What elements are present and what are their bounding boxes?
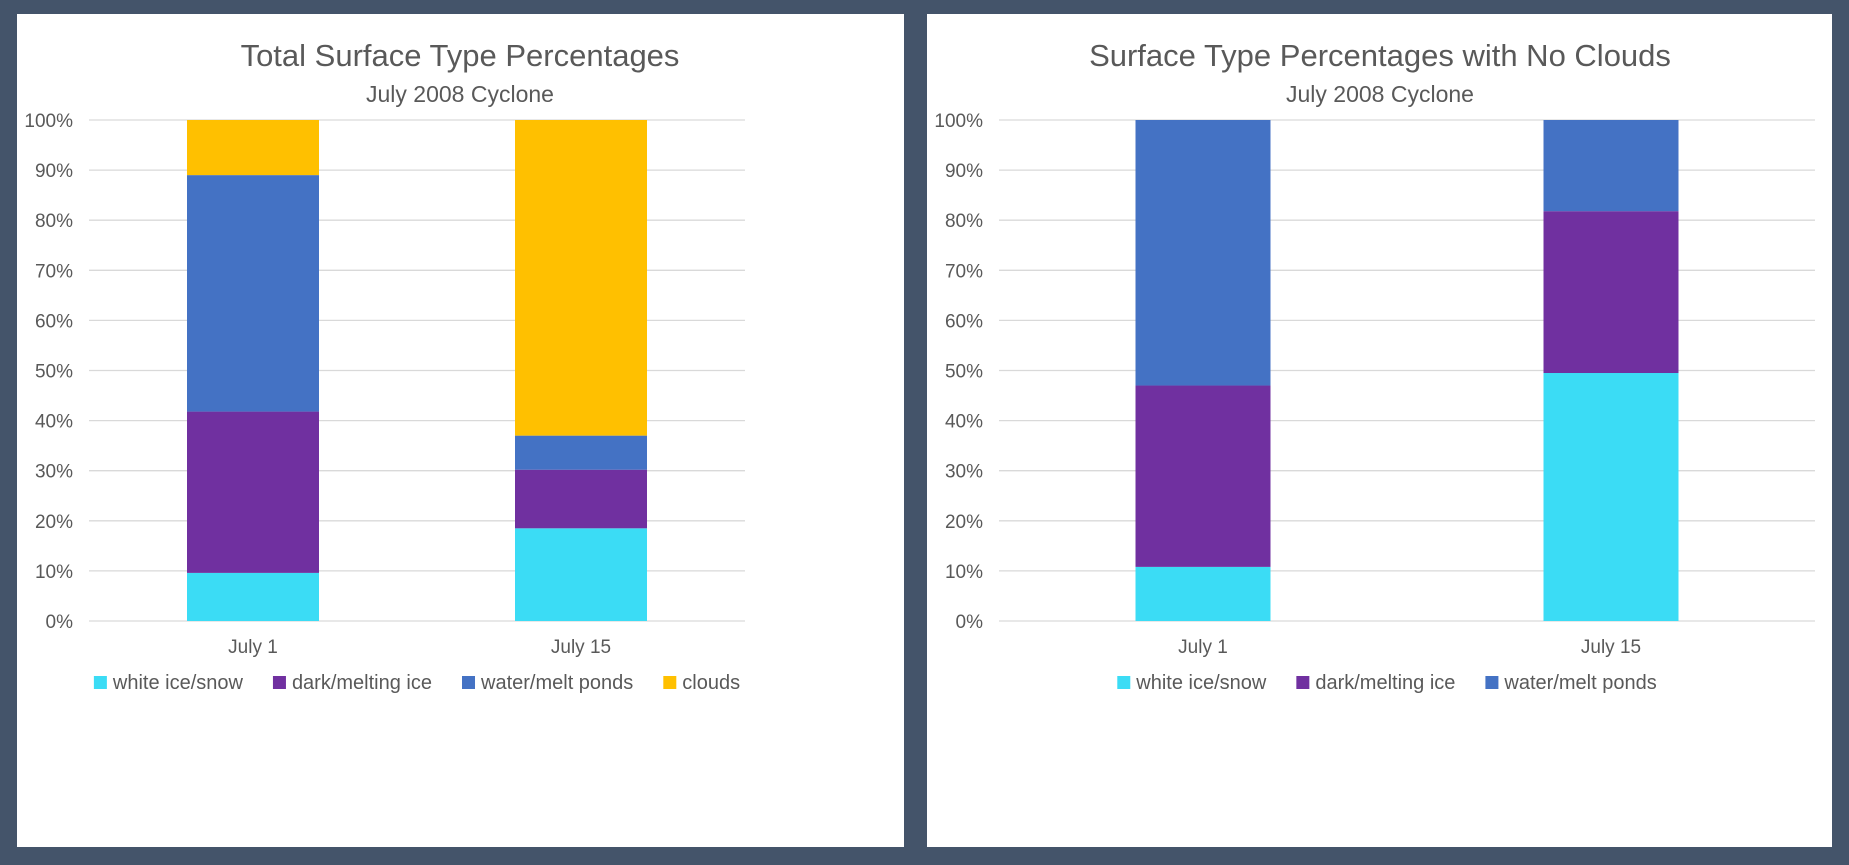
bar-segment-water-melt-ponds (1135, 120, 1271, 386)
legend-label: water/melt ponds (480, 672, 633, 694)
bar-segment-dark-melting-ice (187, 411, 319, 573)
chart-subtitle: July 2008 Cyclone (1286, 81, 1474, 107)
y-tick-label: 30% (945, 462, 983, 483)
legend-swatch (1296, 676, 1310, 689)
legend-label: dark/melting ice (1315, 672, 1455, 694)
legend-label: white ice/snow (1135, 672, 1267, 694)
legend-swatch (272, 676, 286, 689)
legend-label: clouds (682, 672, 740, 694)
bar-segment-water-melt-ponds (187, 175, 319, 412)
bar-segment-clouds (187, 120, 319, 176)
chart-total-surface-types: Total Surface Type Percentages July 2008… (24, 38, 745, 694)
chart-no-clouds-surface-types: Surface Type Percentages with No Clouds … (934, 38, 1815, 694)
x-tick-label: July 1 (1178, 637, 1228, 658)
y-tick-label: 80% (35, 211, 73, 232)
chart-title: Surface Type Percentages with No Clouds (1089, 38, 1671, 73)
bar-segment-dark-melting-ice (1543, 211, 1679, 374)
y-tick-label: 90% (35, 161, 73, 182)
bar-segment-white-ice-snow (187, 572, 319, 621)
y-tick-label: 70% (35, 261, 73, 282)
y-tick-label: 10% (945, 562, 983, 583)
chart-panel-no-clouds: Surface Type Percentages with No Clouds … (927, 14, 1832, 847)
bar-segment-water-melt-ponds (515, 435, 647, 470)
y-tick-label: 70% (945, 261, 983, 282)
y-tick-label: 90% (945, 161, 983, 182)
y-tick-label: 100% (934, 111, 983, 132)
bar-segment-white-ice-snow (515, 528, 647, 621)
y-tick-label: 20% (945, 512, 983, 533)
x-tick-label: July 15 (1581, 637, 1641, 658)
legend-label: dark/melting ice (292, 672, 432, 694)
y-tick-label: 50% (945, 362, 983, 383)
bar-segment-white-ice-snow (1543, 373, 1679, 621)
y-tick-label: 10% (35, 562, 73, 583)
y-tick-label: 50% (35, 362, 73, 383)
bar-segment-dark-melting-ice (1135, 385, 1271, 567)
y-tick-label: 80% (945, 211, 983, 232)
chart-title: Total Surface Type Percentages (241, 38, 680, 73)
legend-swatch (93, 676, 107, 689)
bar-segment-clouds (515, 120, 647, 436)
y-tick-label: 0% (956, 612, 984, 633)
y-tick-label: 60% (35, 311, 73, 332)
y-tick-label: 20% (35, 512, 73, 533)
y-tick-label: 30% (35, 462, 73, 483)
bar-segment-dark-melting-ice (515, 469, 647, 529)
legend-swatch (462, 676, 476, 689)
legend-label: water/melt ponds (1503, 672, 1656, 694)
legend-swatch (1485, 676, 1499, 689)
legend-swatch (1117, 676, 1131, 689)
bar-segment-water-melt-ponds (1543, 120, 1679, 212)
y-tick-label: 60% (945, 311, 983, 332)
y-tick-label: 100% (24, 111, 73, 132)
y-tick-label: 40% (945, 412, 983, 433)
chart-subtitle: July 2008 Cyclone (366, 81, 554, 107)
legend-swatch (663, 676, 677, 689)
chart-panel-total: Total Surface Type Percentages July 2008… (17, 14, 904, 847)
bar-segment-white-ice-snow (1135, 566, 1271, 621)
y-tick-label: 40% (35, 412, 73, 433)
y-tick-label: 0% (46, 612, 74, 633)
x-tick-label: July 1 (228, 637, 278, 658)
legend-label: white ice/snow (112, 672, 244, 694)
x-tick-label: July 15 (551, 637, 611, 658)
